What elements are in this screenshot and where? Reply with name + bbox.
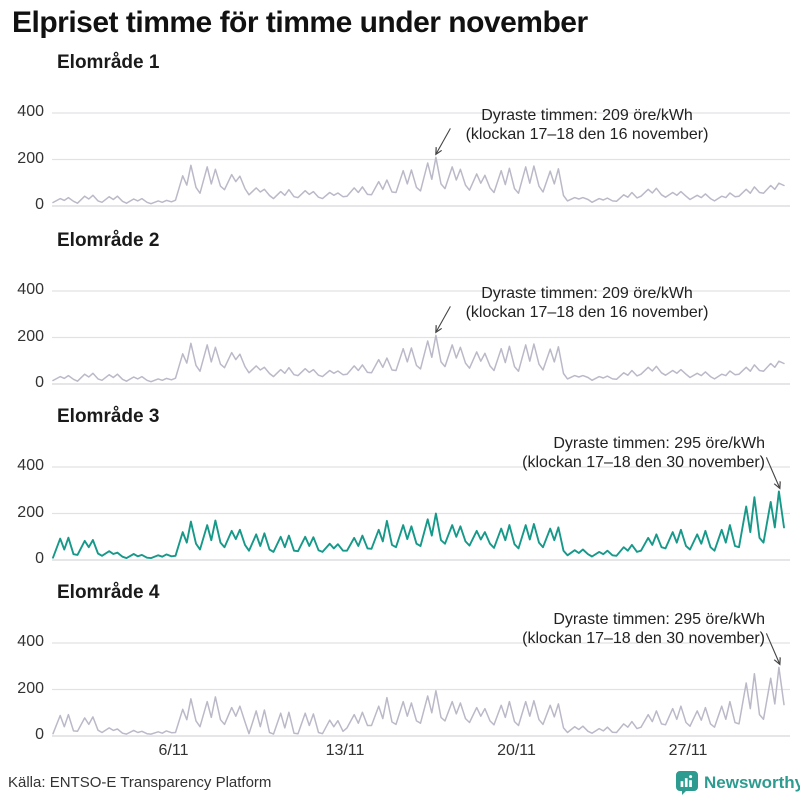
x-tick-label-20-11: 20/11 bbox=[497, 742, 536, 759]
line-chart-plot bbox=[52, 290, 790, 385]
peak-annotation: Dyraste timmen: 209 öre/kWh (klockan 17–… bbox=[387, 106, 787, 144]
bar-chart-bubble-icon bbox=[676, 771, 698, 795]
chart-subtitle: Elområde 4 bbox=[57, 582, 160, 603]
peak-annotation: Dyraste timmen: 295 öre/kWh (klockan 17–… bbox=[522, 610, 765, 648]
annotation-arrow bbox=[436, 306, 451, 331]
annotation-line-1: Dyraste timmen: 209 öre/kWh bbox=[481, 107, 693, 124]
chart-elomrade-2: Elområde 2 Dyraste timmen: 209 öre/kWh (… bbox=[0, 230, 800, 406]
chart-elomrade-3: Elområde 3 Dyraste timmen: 295 öre/kWh (… bbox=[0, 406, 800, 582]
chart-subtitle: Elområde 3 bbox=[57, 406, 160, 427]
page-title: Elpriset timme för timme under november bbox=[12, 6, 588, 39]
line-chart-plot bbox=[52, 457, 790, 561]
annotation-arrow bbox=[765, 457, 779, 487]
y-tick-label-400: 400 bbox=[17, 457, 44, 474]
annotation-arrow bbox=[765, 633, 779, 663]
annotation-line-2: (klockan 17–18 den 16 november) bbox=[465, 126, 709, 143]
x-tick-label-6-11: 6/11 bbox=[158, 742, 189, 759]
annotation-line-2: (klockan 17–18 den 16 november) bbox=[465, 304, 709, 321]
chart-elomrade-4: Elområde 4 Dyraste timmen: 295 öre/kWh (… bbox=[0, 582, 800, 758]
annotation-line-2: (klockan 17–18 den 30 november) bbox=[522, 454, 765, 471]
price-line bbox=[52, 490, 785, 560]
y-tick-label-400: 400 bbox=[17, 281, 44, 298]
x-tick-label-13-11: 13/11 bbox=[325, 742, 365, 759]
annotation-arrow bbox=[436, 128, 451, 153]
y-tick-label-400: 400 bbox=[17, 103, 44, 120]
y-tick-label-200: 200 bbox=[17, 327, 44, 345]
annotation-line-2: (klockan 17–18 den 30 november) bbox=[522, 630, 765, 647]
source-note: Källa: ENTSO-E Transparency Platform bbox=[8, 774, 272, 791]
price-line bbox=[52, 156, 785, 205]
annotation-line-1: Dyraste timmen: 295 öre/kWh bbox=[553, 611, 765, 628]
newsworthy-wordmark: Newsworthy bbox=[704, 773, 800, 792]
peak-annotation: Dyraste timmen: 209 öre/kWh (klockan 17–… bbox=[387, 284, 787, 322]
y-tick-label-200: 200 bbox=[17, 149, 44, 167]
chart-subtitle: Elområde 1 bbox=[57, 52, 160, 73]
newsworthy-logo: Newsworthy bbox=[676, 770, 800, 796]
y-tick-label-0: 0 bbox=[35, 196, 44, 213]
price-line bbox=[52, 666, 785, 735]
y-tick-label-0: 0 bbox=[35, 726, 44, 743]
y-tick-label-200: 200 bbox=[17, 503, 44, 521]
annotation-line-1: Dyraste timmen: 209 öre/kWh bbox=[481, 285, 693, 302]
chart-elomrade-1: Elområde 1 Dyraste timmen: 209 öre/kWh (… bbox=[0, 52, 800, 228]
annotation-line-1: Dyraste timmen: 295 öre/kWh bbox=[553, 435, 765, 452]
peak-annotation: Dyraste timmen: 295 öre/kWh (klockan 17–… bbox=[522, 434, 765, 472]
x-axis: 6/11 13/11 20/11 27/11 bbox=[0, 742, 800, 762]
y-tick-label-400: 400 bbox=[17, 633, 44, 650]
line-chart-plot bbox=[52, 633, 790, 737]
price-line bbox=[52, 334, 785, 383]
chart-subtitle: Elområde 2 bbox=[57, 230, 160, 251]
x-tick-label-27-11: 27/11 bbox=[668, 742, 708, 759]
y-tick-label-200: 200 bbox=[17, 679, 44, 697]
y-tick-label-0: 0 bbox=[35, 550, 44, 567]
line-chart-plot bbox=[52, 112, 790, 207]
y-tick-label-0: 0 bbox=[35, 374, 44, 391]
